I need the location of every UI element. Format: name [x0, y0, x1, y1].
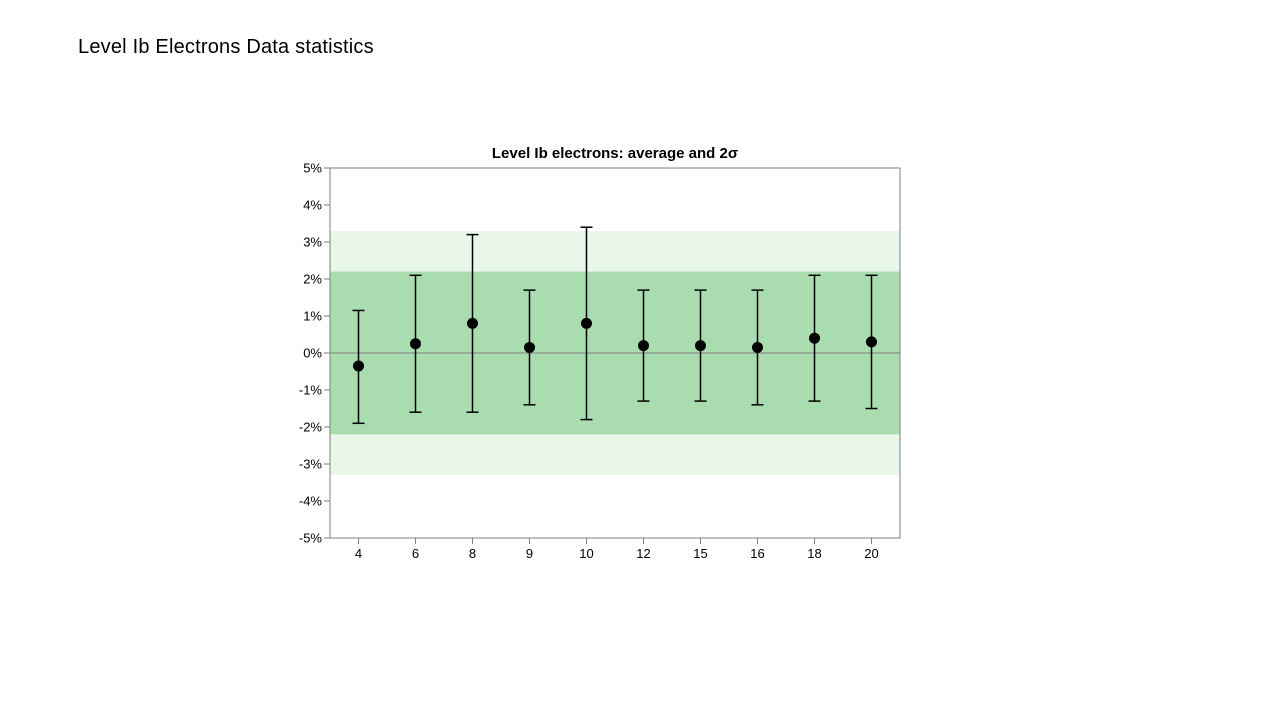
- plot-area: 5%4%3%2%1%0%-1%-2%-3%-4%-5%4689101215161…: [330, 168, 900, 538]
- data-point: [695, 340, 706, 351]
- x-tick-label: 18: [807, 546, 821, 561]
- x-tick-label: 15: [693, 546, 707, 561]
- x-tick-label: 4: [355, 546, 362, 561]
- y-tick-label: -2%: [299, 420, 322, 435]
- y-tick-label: 2%: [303, 272, 322, 287]
- y-tick-label: 4%: [303, 198, 322, 213]
- data-point: [581, 318, 592, 329]
- chart-container: Level Ib electrons: average and 2σ 5%4%3…: [330, 145, 900, 538]
- x-tick-label: 12: [636, 546, 650, 561]
- y-tick-label: 0%: [303, 346, 322, 361]
- x-tick-label: 6: [412, 546, 419, 561]
- data-point: [410, 338, 421, 349]
- data-point: [809, 333, 820, 344]
- x-tick-label: 20: [864, 546, 878, 561]
- x-tick-label: 10: [579, 546, 593, 561]
- data-point: [638, 340, 649, 351]
- y-tick-label: -5%: [299, 531, 322, 546]
- y-tick-label: -1%: [299, 383, 322, 398]
- data-point: [467, 318, 478, 329]
- y-tick-label: 3%: [303, 235, 322, 250]
- x-tick-label: 8: [469, 546, 476, 561]
- page-title: Level Ib Electrons Data statistics: [78, 36, 374, 59]
- y-tick-label: 1%: [303, 309, 322, 324]
- x-tick-label: 9: [526, 546, 533, 561]
- y-tick-label: 5%: [303, 161, 322, 176]
- data-point: [752, 342, 763, 353]
- y-tick-label: -4%: [299, 494, 322, 509]
- y-tick-label: -3%: [299, 457, 322, 472]
- data-point: [353, 360, 364, 371]
- chart-title: Level Ib electrons: average and 2σ: [330, 145, 900, 162]
- data-point: [866, 336, 877, 347]
- x-tick-label: 16: [750, 546, 764, 561]
- data-point: [524, 342, 535, 353]
